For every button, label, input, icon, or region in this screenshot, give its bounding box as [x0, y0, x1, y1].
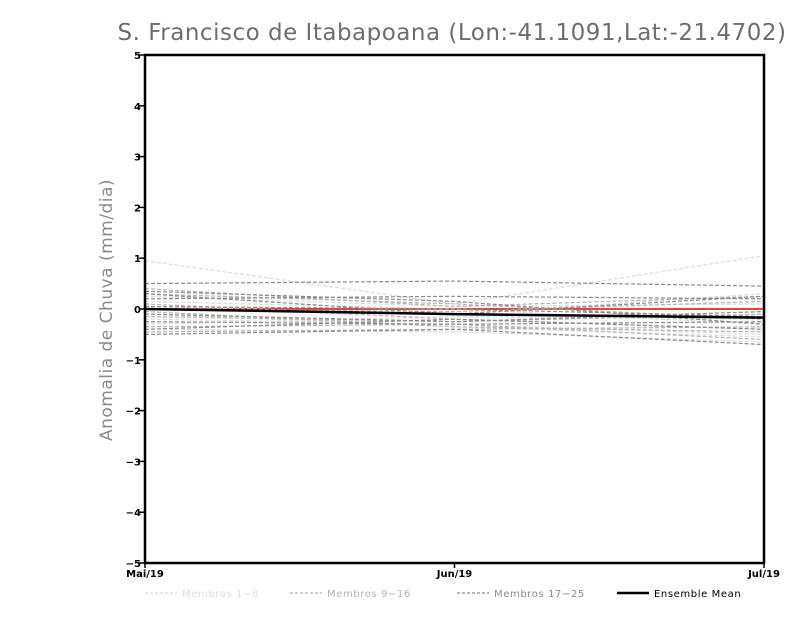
- legend-label: Ensemble Mean: [654, 589, 741, 600]
- ensemble-mean-line: [144, 307, 765, 319]
- y-tick-label: 2: [134, 203, 141, 214]
- x-tick-label: Mai/19: [126, 569, 164, 580]
- y-tick-label: 5: [134, 51, 141, 62]
- chart-title: S. Francisco de Itabapoana (Lon:-41.1091…: [118, 20, 787, 46]
- member-series-line-17: [144, 280, 765, 287]
- legend-label: Membros 17−25: [494, 589, 585, 600]
- member-series-group: [144, 255, 765, 346]
- y-tick-label: 3: [134, 153, 141, 164]
- y-tick-label: −3: [126, 457, 141, 468]
- y-tick-label: −1: [126, 356, 141, 367]
- y-tick-label: 1: [134, 254, 141, 265]
- legend-label: Membros 9−16: [327, 589, 411, 600]
- x-tick-label: Jun/19: [436, 569, 473, 580]
- x-tick-group: Mai/19 Jun/19 Jul/19: [126, 563, 780, 580]
- member-series-line-24: [144, 305, 765, 318]
- member-series-line-2: [144, 328, 765, 343]
- member-series-line-19: [144, 328, 765, 346]
- x-tick-label: Jul/19: [747, 569, 780, 580]
- member-series-line-23: [144, 318, 765, 330]
- legend-label: Membros 1−8: [182, 589, 259, 600]
- y-tick-label: −5: [126, 559, 141, 570]
- y-tick-group: 5 4 3 2 1 0 −1 −2 −3 −4 −5: [126, 51, 145, 570]
- y-tick-label: 0: [134, 305, 141, 316]
- y-tick-label: −2: [126, 407, 141, 418]
- member-series-line-21: [144, 321, 765, 325]
- member-series-line-13: [144, 293, 765, 320]
- member-series-line-25: [144, 310, 765, 323]
- member-series-line-6: [144, 316, 765, 325]
- y-tick-label: −4: [126, 508, 141, 519]
- member-series-line-7: [144, 295, 765, 308]
- y-axis-label: Anomalia de Chuva (mm/dia): [97, 179, 117, 441]
- legend: Membros 1−8 Membros 9−16 Membros 17−25 Ense…: [145, 589, 741, 600]
- member-series-line-20: [144, 295, 765, 300]
- ensemble-mean-group: [144, 307, 765, 319]
- member-series-line-22: [144, 293, 765, 315]
- y-tick-label: 4: [134, 102, 141, 113]
